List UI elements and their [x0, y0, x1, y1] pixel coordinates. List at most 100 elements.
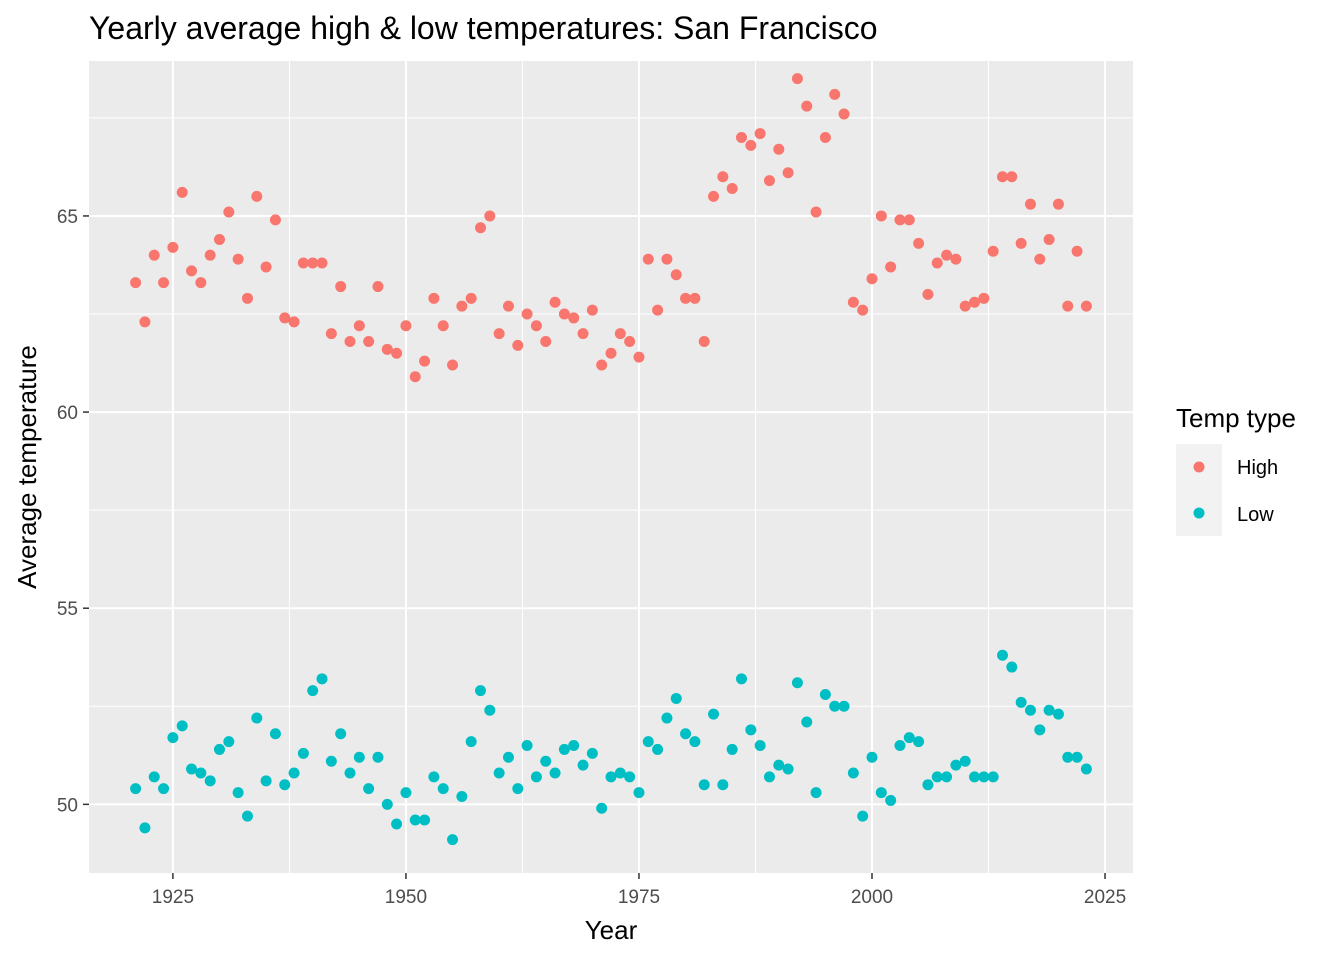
point-high	[400, 320, 412, 332]
point-high	[456, 300, 468, 312]
point-low	[297, 747, 309, 759]
point-high	[922, 288, 934, 300]
point-low	[642, 736, 654, 748]
chart-title: Yearly average high & low temperatures: …	[89, 10, 878, 46]
point-high	[297, 257, 309, 269]
point-high	[549, 296, 561, 308]
point-low	[987, 771, 999, 783]
x-tick-label: 1925	[152, 887, 194, 908]
point-high	[568, 312, 580, 324]
legend-key-high	[1193, 461, 1205, 473]
point-low	[232, 787, 244, 799]
point-high	[447, 359, 459, 371]
point-high	[875, 210, 887, 222]
point-low	[325, 755, 337, 767]
point-high	[717, 171, 729, 183]
point-low	[381, 798, 393, 810]
point-low	[950, 759, 962, 771]
point-high	[941, 249, 953, 261]
point-high	[409, 371, 421, 383]
point-low	[689, 736, 701, 748]
point-low	[307, 685, 319, 697]
point-high	[819, 131, 831, 143]
point-low	[773, 759, 785, 771]
point-low	[223, 736, 235, 748]
point-high	[577, 328, 589, 340]
point-low	[456, 791, 468, 803]
point-low	[437, 783, 449, 795]
point-high	[521, 308, 533, 320]
point-high	[847, 296, 859, 308]
point-low	[605, 771, 617, 783]
point-high	[353, 320, 365, 332]
point-high	[605, 347, 617, 359]
point-high	[857, 304, 869, 316]
point-low	[269, 728, 281, 740]
point-low	[726, 743, 738, 755]
point-low	[1024, 704, 1036, 716]
point-high	[269, 214, 281, 226]
point-high	[288, 316, 300, 328]
point-high	[829, 88, 841, 100]
point-high	[260, 261, 272, 273]
point-high	[139, 316, 151, 328]
point-low	[241, 810, 253, 822]
point-high	[586, 304, 598, 316]
point-high	[540, 335, 552, 347]
y-tick-label: 65	[57, 207, 78, 228]
point-high	[773, 143, 785, 155]
point-low	[810, 787, 822, 799]
point-high	[428, 292, 440, 304]
point-high	[391, 347, 403, 359]
point-high	[475, 222, 486, 234]
point-low	[148, 771, 160, 783]
point-low	[997, 649, 1008, 661]
point-low	[633, 787, 645, 799]
point-low	[913, 736, 925, 748]
point-high	[866, 273, 878, 285]
point-low	[875, 787, 887, 799]
point-low	[577, 759, 589, 771]
point-high	[624, 335, 636, 347]
point-high	[903, 214, 915, 226]
point-low	[465, 736, 477, 748]
point-high	[241, 292, 253, 304]
point-low	[624, 771, 636, 783]
point-low	[838, 700, 850, 712]
legend-label-high: High	[1237, 457, 1278, 479]
point-high	[363, 335, 375, 347]
point-high	[251, 190, 263, 202]
point-low	[1006, 661, 1018, 673]
point-high	[465, 292, 477, 304]
point-low	[391, 818, 403, 830]
point-high	[838, 108, 850, 120]
point-high	[997, 171, 1008, 183]
grid-minor	[89, 61, 1133, 873]
point-low	[372, 751, 384, 763]
point-low	[866, 751, 878, 763]
point-high	[1071, 245, 1083, 257]
point-high	[381, 343, 393, 355]
point-low	[801, 716, 813, 728]
point-high	[279, 312, 291, 324]
point-high	[1052, 198, 1064, 210]
point-high	[931, 257, 943, 269]
point-low	[484, 704, 496, 716]
point-low	[502, 751, 514, 763]
point-high	[614, 328, 626, 340]
point-high	[1024, 198, 1036, 210]
point-high	[130, 277, 142, 289]
point-high	[689, 292, 701, 304]
point-low	[363, 783, 375, 795]
point-low	[195, 767, 207, 779]
point-low	[829, 700, 841, 712]
point-high	[736, 131, 747, 143]
point-low	[1080, 763, 1092, 775]
x-tick-label: 2000	[851, 887, 893, 908]
point-low	[1062, 751, 1074, 763]
point-high	[204, 249, 216, 261]
legend-label-low: Low	[1237, 504, 1274, 526]
point-low	[447, 834, 459, 846]
